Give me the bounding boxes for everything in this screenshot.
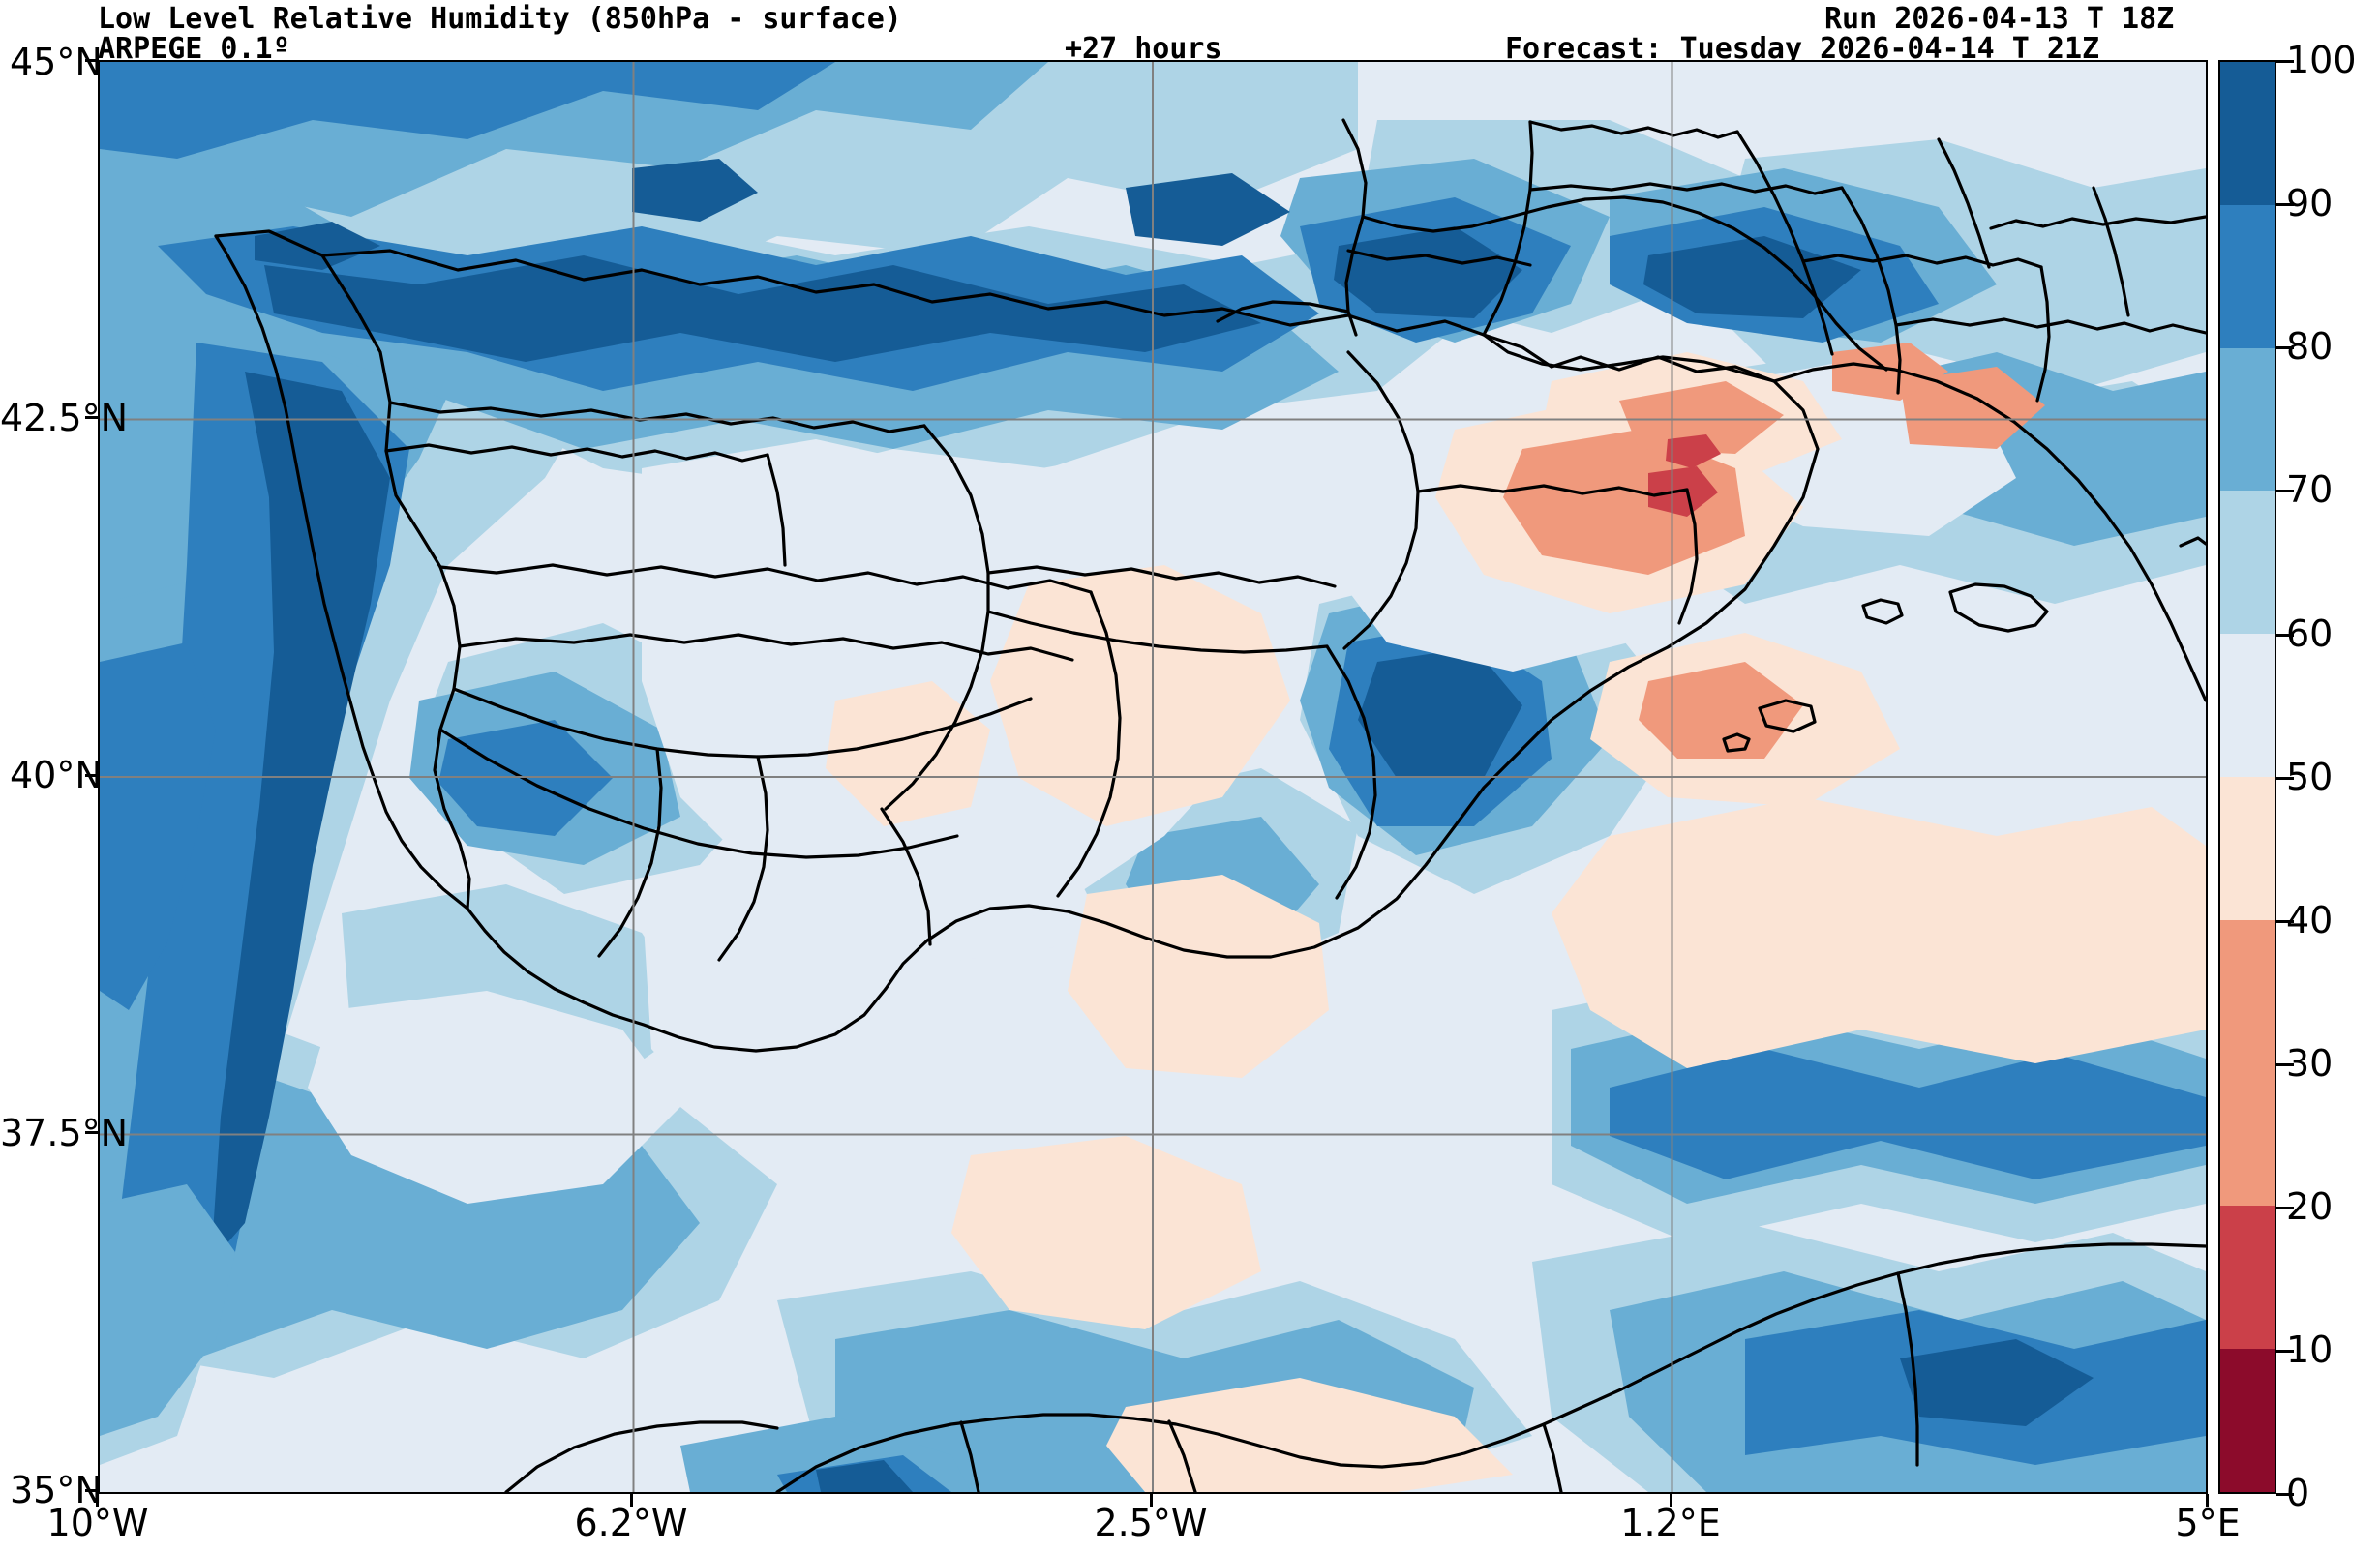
x-tick-label-10W: 10°W [46,1502,149,1544]
colorbar-band-70-80 [2220,347,2275,492]
x-tick-label-2_5W: 2.5°W [1094,1502,1208,1544]
y-tick-mark-42_5N [85,416,98,419]
cb-tick-label-80: 80 [2286,325,2334,368]
x-tick-mark-1_2E [1670,1494,1672,1507]
x-tick-mark-2_5W [1150,1494,1153,1507]
cb-tick-mark-10 [2276,1350,2294,1353]
y-tick-label-42_5N: 42.5°N [0,397,129,439]
y-tick-label-45N: 45°N [10,41,103,83]
y-tick-mark-40N [85,774,98,777]
coastline-layer [214,118,2206,1492]
cb-tick-mark-60 [2276,634,2294,637]
gridline-layer [100,62,2206,1492]
cb-tick-label-100: 100 [2286,39,2357,81]
colorbar-band-40-50 [2220,776,2275,920]
y-tick-mark-37_5N [85,1131,98,1134]
cb-tick-mark-100 [2276,60,2294,63]
cb-tick-mark-90 [2276,203,2294,206]
colorbar [2218,60,2276,1494]
cb-tick-label-0: 0 [2286,1472,2310,1514]
cb-tick-label-70: 70 [2286,468,2334,511]
humidity-contour-map [100,62,2206,1492]
y-tick-mark-35N [85,1489,98,1492]
colorbar-band-0-10 [2220,1349,2275,1492]
colorbar-band-60-70 [2220,491,2275,635]
x-tick-mark-5E [2206,1494,2209,1507]
cb-tick-mark-70 [2276,490,2294,492]
run-label: Run 2026-04-13 T 18Z [1824,2,2175,36]
colorbar-band-30-40 [2220,919,2275,1063]
cb-tick-mark-40 [2276,920,2294,923]
cb-tick-label-10: 10 [2286,1328,2334,1371]
x-tick-mark-10W [96,1494,99,1507]
cb-tick-label-90: 90 [2286,182,2334,224]
x-tick-label-5E: 5°E [2175,1502,2241,1544]
cb-tick-mark-50 [2276,777,2294,780]
colorbar-band-80-90 [2220,204,2275,348]
y-tick-mark-45N [85,59,98,62]
colorbar-band-50-60 [2220,634,2275,777]
cb-tick-label-50: 50 [2286,756,2334,798]
map-panel [98,60,2208,1494]
x-tick-label-1_2E: 1.2°E [1620,1502,1721,1544]
cb-tick-label-40: 40 [2286,899,2334,941]
cb-tick-mark-20 [2276,1207,2294,1209]
y-tick-label-37_5N: 37.5°N [0,1112,129,1154]
y-tick-label-40N: 40°N [10,754,103,796]
cb-tick-label-20: 20 [2286,1185,2334,1228]
cb-tick-mark-30 [2276,1063,2294,1066]
colorbar-band-20-30 [2220,1062,2275,1207]
colorbar-band-10-20 [2220,1206,2275,1350]
x-tick-label-6_2W: 6.2°W [574,1502,688,1544]
cb-tick-label-30: 30 [2286,1042,2334,1085]
cb-tick-label-60: 60 [2286,612,2334,655]
colorbar-band-90-100 [2220,62,2275,205]
cb-tick-mark-0 [2276,1493,2294,1496]
page-title: Low Level Relative Humidity (850hPa - su… [98,2,902,36]
x-tick-mark-6_2W [630,1494,633,1507]
cb-tick-mark-80 [2276,346,2294,349]
